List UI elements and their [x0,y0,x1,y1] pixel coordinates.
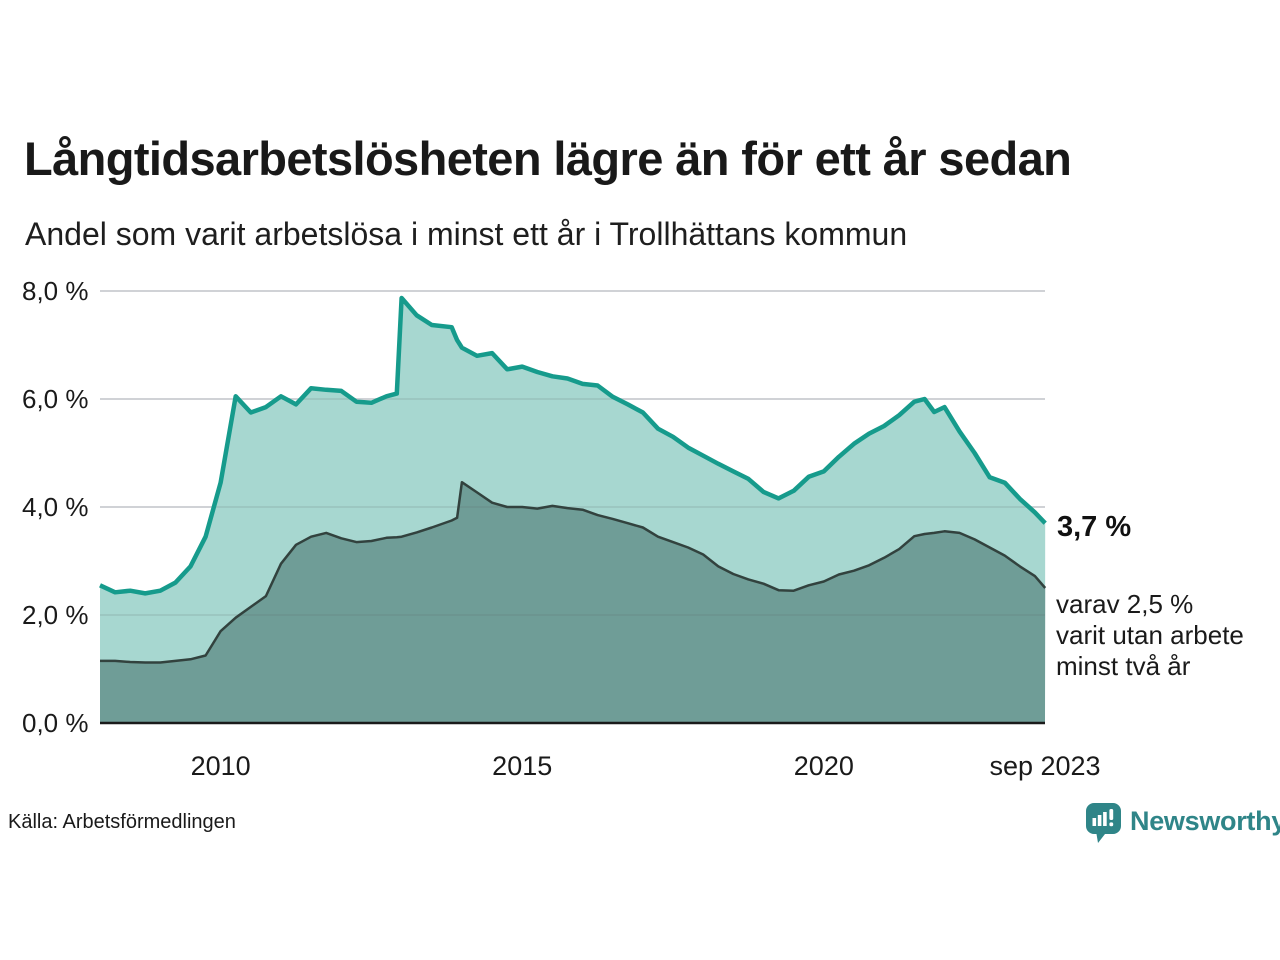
x-axis-label: 2010 [190,751,251,781]
secondary-annotation-line1: varav 2,5 % [1056,589,1194,619]
y-axis-label: 4,0 % [22,492,89,522]
y-axis-label: 0,0 % [22,708,89,738]
secondary-annotation-line3: minst två år [1056,651,1191,681]
line-one-year [99,295,1047,596]
x-axis-label: 2015 [492,751,553,781]
newsworthy-logo: Newsworthy [1086,803,1280,845]
page-title: Långtidsarbetslösheten lägre än för ett … [24,132,1072,185]
newsworthy-bubble-icon [1086,803,1121,843]
y-axis-label: 8,0 % [22,276,89,306]
latest-value-annotation: 3,7 % [1057,511,1132,543]
y-axis-label: 2,0 % [22,600,89,630]
newsworthy-wordmark: Newsworthy [1130,806,1280,836]
source-note: Källa: Arbetsförmedlingen [8,811,236,833]
y-axis-label: 6,0 % [22,384,89,414]
secondary-annotation-line2: varit utan arbete [1056,620,1244,650]
line-two-years [100,480,1047,664]
area-two-years [100,482,1046,723]
x-axis-label: 2020 [793,751,854,781]
secondary-annotation: varav 2,5 % varit utan arbete minst två … [1056,589,1244,682]
x-axis-label: sep 2023 [989,751,1101,781]
page-subtitle: Andel som varit arbetslösa i minst ett å… [25,216,908,252]
